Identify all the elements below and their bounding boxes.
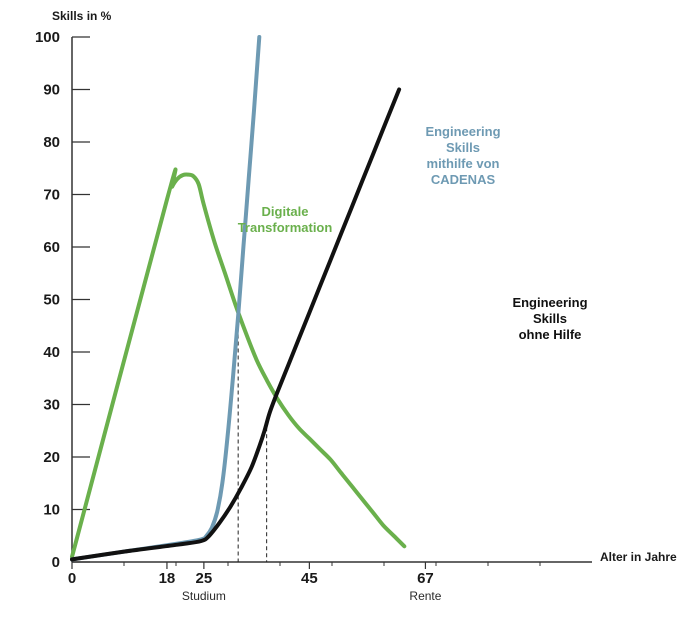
x-tick-label: 0	[68, 570, 76, 587]
y-tick-label: 0	[52, 554, 60, 571]
x-axis-title: Alter in Jahre	[600, 550, 677, 564]
x-axis: 0 18 25 Studium 45 67 Rente	[68, 561, 592, 603]
y-tick-label: 40	[43, 344, 60, 361]
y-tick-label: 60	[43, 239, 60, 256]
y-tick-label: 10	[43, 502, 60, 519]
y-tick-label: 90	[43, 82, 60, 99]
x-tick-sublabel: Rente	[409, 589, 441, 603]
y-tick-label: 80	[43, 134, 60, 151]
series-engineering-cadenas-label: Engineering Skills mithilfe von CADENAS	[425, 124, 500, 187]
x-tick-label: 18	[159, 570, 176, 587]
x-tick-sublabel: Studium	[182, 589, 226, 603]
x-tick-label: 45	[301, 570, 318, 587]
y-axis: 0 10 20 30 40 50 60 70 80 90 100	[35, 29, 90, 571]
y-tick-label: 50	[43, 292, 60, 309]
series-digitale-transformation-label: Digitale Transformation	[238, 204, 333, 235]
series-engineering-ohne-hilfe-line	[70, 87, 402, 562]
y-tick-label: 70	[43, 187, 60, 204]
x-tick-label: 25	[196, 570, 213, 587]
y-tick-label: 30	[43, 397, 60, 414]
y-tick-label: 100	[35, 29, 60, 46]
y-axis-title: Skills in %	[52, 9, 112, 23]
series-engineering-ohne-hilfe-label: Engineering Skills ohne Hilfe	[512, 295, 587, 342]
series-digitale-transformation-line	[70, 167, 407, 559]
y-tick-label: 20	[43, 449, 60, 466]
x-tick-label: 67	[417, 570, 434, 587]
